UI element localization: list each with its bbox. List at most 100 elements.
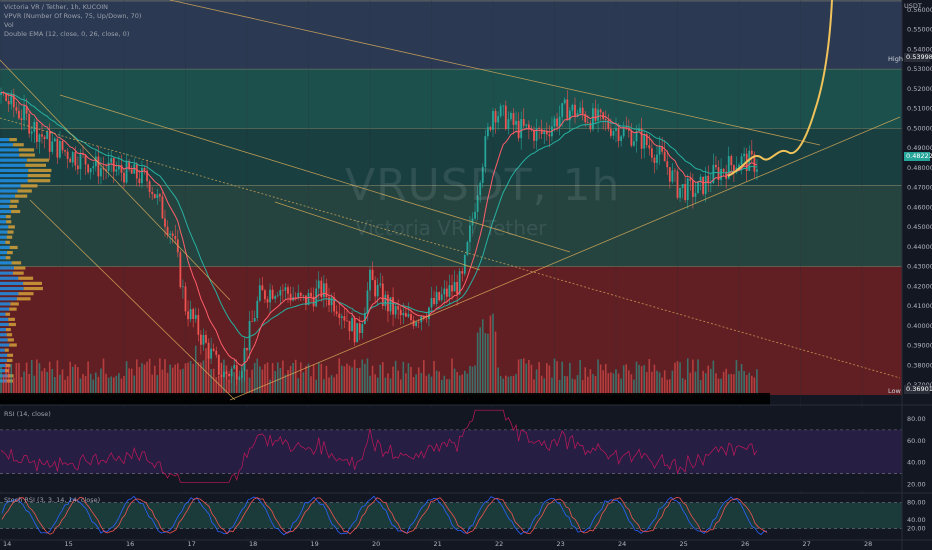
volume-bar (207, 350, 210, 395)
legend-symbol[interactable]: Victoria VR / Tether, 1h, KUCOIN (4, 3, 109, 11)
volume-bar (597, 359, 599, 395)
volume-bar (146, 361, 148, 395)
vpvr-down-bar (9, 204, 18, 208)
vpvr-down-bar (5, 312, 11, 316)
candle-body (84, 154, 87, 165)
candle-body (568, 110, 571, 121)
vpvr-up-bar (0, 266, 14, 270)
candle-body (474, 211, 476, 219)
volume-bar (138, 367, 141, 395)
volume-bar (74, 364, 77, 395)
candle-body (410, 314, 412, 321)
volume-bar (130, 368, 133, 395)
volume-bar (466, 373, 469, 395)
volume-bar (394, 360, 397, 395)
legend-double-ema[interactable]: Double EMA (12, close, 0, 26, close, 0) (4, 30, 130, 38)
candle-body (643, 134, 646, 149)
candle-body (169, 233, 172, 236)
volume-bar (269, 379, 271, 395)
volume-bar (602, 370, 604, 395)
candle-body (589, 122, 592, 130)
candle-body (184, 286, 187, 312)
zone-demand (0, 266, 902, 395)
candle-body (597, 109, 599, 121)
candle-body (709, 182, 712, 184)
candle-body (59, 141, 61, 158)
vpvr-down-bar (5, 369, 10, 373)
stoch-rsi-label[interactable]: Stoch RSI (3, 3, 14, 14, close) (4, 496, 101, 504)
volume-bar (604, 363, 607, 395)
candle-body (527, 124, 530, 130)
candle-body (299, 292, 302, 296)
candle-body (681, 184, 684, 188)
vpvr-up-bar (0, 307, 10, 311)
volume-bar (256, 358, 259, 395)
vpvr-down-bar (23, 286, 43, 291)
vpvr-up-bar (0, 261, 12, 265)
volume-bar (697, 359, 699, 395)
candle-body (397, 306, 400, 310)
candle-body (679, 187, 681, 198)
volume-bar (489, 315, 492, 395)
legend-vpvr[interactable]: VPVR (Number Of Rows, 75, Up/Down, 70) (4, 12, 142, 20)
volume-bar (338, 358, 341, 395)
volume-bar (43, 368, 46, 395)
candle-body (243, 347, 246, 372)
volume-bar (543, 378, 546, 395)
candle-body (53, 138, 56, 142)
trendline-0 (169, 0, 821, 146)
volume-bar (212, 368, 215, 395)
legend-volume[interactable]: Vol (4, 21, 14, 29)
vpvr-down-bar (18, 292, 34, 296)
volume-bar (715, 373, 717, 395)
candle-body (686, 178, 689, 201)
volume-bar (748, 372, 751, 395)
volume-bar (402, 361, 405, 395)
candle-body (425, 318, 428, 320)
rsi-label[interactable]: RSI (14, close) (4, 410, 51, 418)
currency-label[interactable]: USDT (904, 2, 922, 10)
volume-bar (13, 377, 15, 395)
vpvr-up-bar (0, 240, 6, 244)
candle-body (189, 309, 192, 320)
candle-body (97, 156, 100, 177)
candle-body (561, 103, 564, 117)
candle-body (269, 289, 271, 303)
candle-body (335, 311, 338, 314)
volume-bar (95, 372, 97, 395)
candle-body (702, 176, 705, 195)
volume-bar (251, 369, 253, 395)
vpvr-down-bar (23, 281, 42, 286)
candle-body (10, 93, 13, 105)
volume-bar (743, 370, 745, 395)
candle-body (510, 113, 512, 120)
candle-body (381, 283, 384, 306)
candle-body (146, 170, 148, 182)
volume-bar (407, 363, 410, 395)
volume-bar (2, 374, 5, 395)
candle-body (120, 165, 123, 173)
volume-bar (302, 372, 305, 395)
candle-body (630, 130, 633, 146)
vpvr-down-bar (20, 184, 38, 188)
candle-body (384, 294, 387, 306)
volume-bar (92, 379, 95, 395)
vpvr-down-bar (25, 163, 47, 167)
volume-bar (720, 378, 722, 395)
candle-body (166, 226, 169, 236)
vpvr-up-bar (0, 209, 12, 214)
vpvr-down-bar (26, 158, 49, 162)
vpvr-up-bar (0, 338, 8, 342)
candle-body (115, 169, 118, 172)
volume-bar (556, 361, 558, 395)
volume-bar (681, 378, 684, 395)
stoch-tick: 20.00 (907, 524, 926, 532)
candle-body (89, 168, 92, 173)
vpvr-up-bar (0, 343, 10, 347)
volume-bar (702, 370, 704, 395)
volume-bar (471, 366, 474, 395)
candle-body (615, 128, 617, 131)
candle-body (281, 290, 284, 291)
